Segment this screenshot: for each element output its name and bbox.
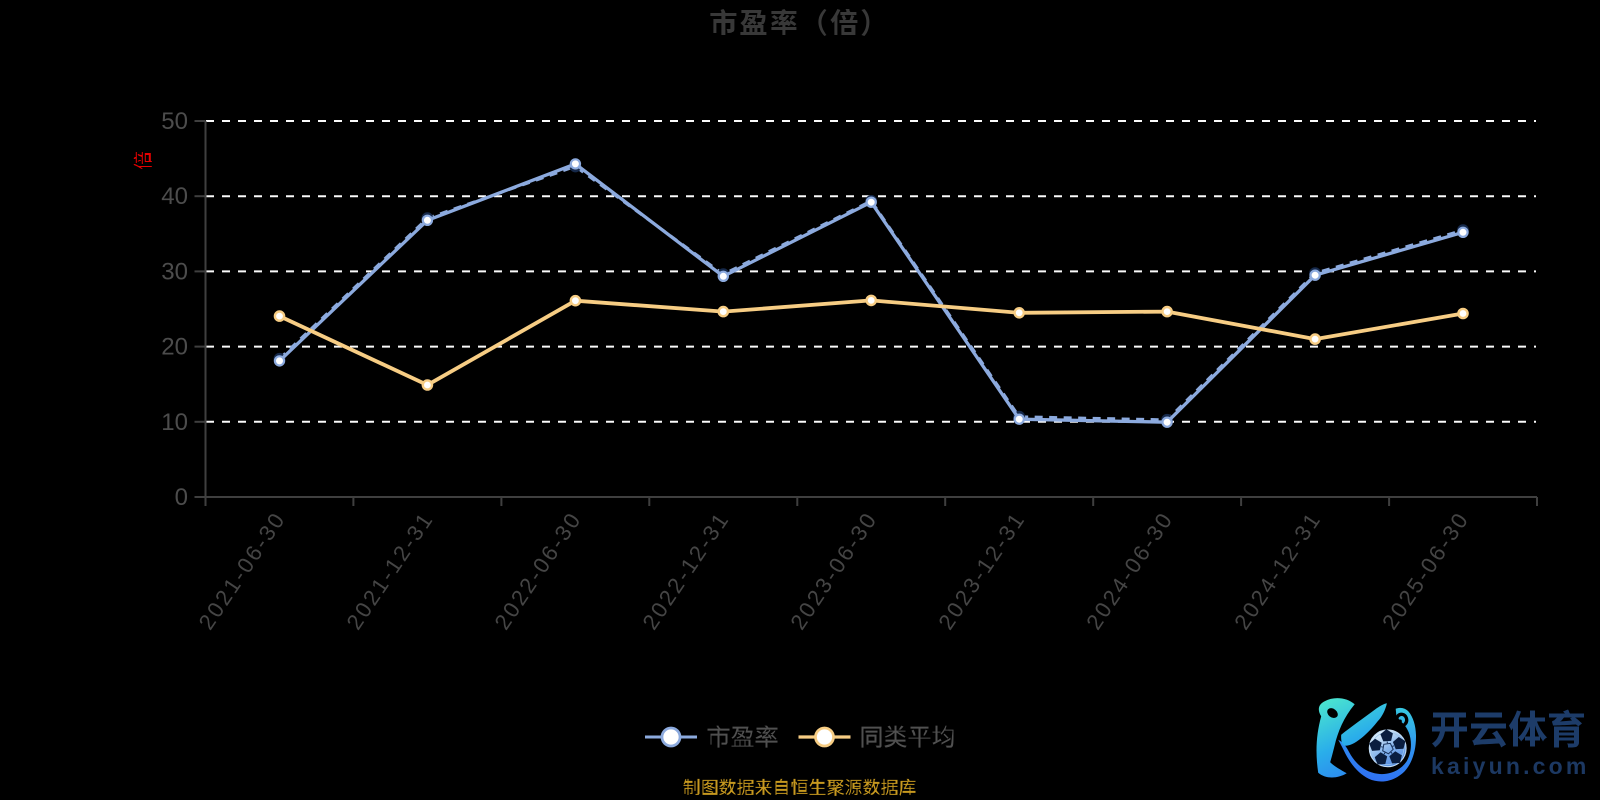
svg-text:kaiyun.com: kaiyun.com (1431, 753, 1590, 779)
svg-text:40: 40 (161, 183, 188, 210)
svg-text:50: 50 (161, 108, 188, 135)
svg-text:30: 30 (161, 258, 188, 285)
svg-text:10: 10 (161, 409, 188, 436)
svg-text:0: 0 (175, 484, 188, 511)
svg-text:20: 20 (161, 334, 188, 361)
